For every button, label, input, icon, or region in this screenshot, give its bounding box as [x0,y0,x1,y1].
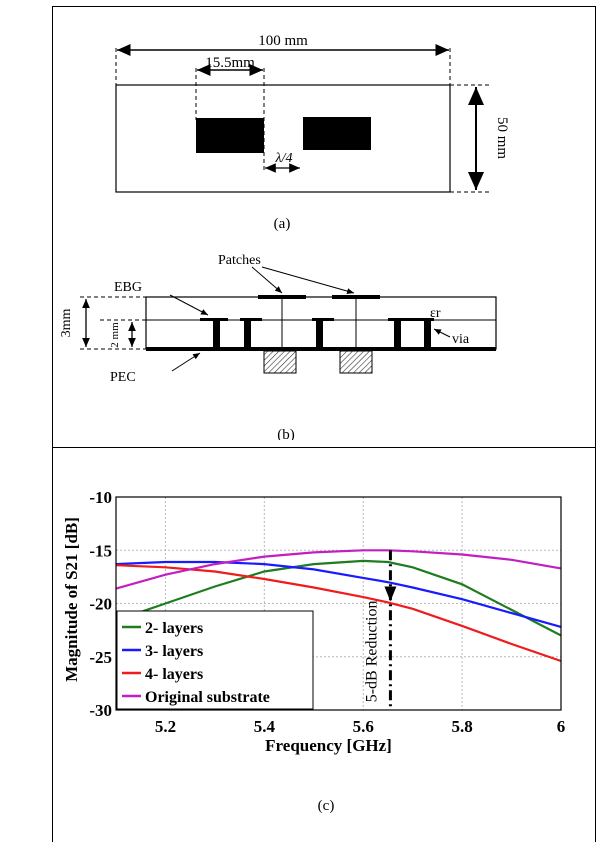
caption-a: (a) [273,216,291,232]
series-line-3 [115,564,562,663]
patches-label: Patches [218,253,261,268]
reduction-annotation: 5-dB Reduction [363,601,380,703]
legend-label-2: 3- layers [145,643,203,660]
s21-chart: 5.2 5.4 5.6 5.8 6 -10 -15 -20 -25 -30 Frequency [G… [62,488,566,755]
y-tick-label: -10 [89,488,112,507]
patch-right [303,117,371,150]
via-1 [213,321,220,349]
thickness-label: 3mm [59,309,74,338]
top-patch-2 [332,295,380,299]
via-3 [316,321,323,349]
figure-a-diagram: 100 mm 15.5mm 50 mm λ/4 [115,33,510,193]
connector-2 [339,350,373,374]
via-label: via [452,332,470,347]
y-tick-label: -25 [89,648,112,667]
x-tick-label: 5.4 [254,717,276,736]
caption-c: (c) [317,798,335,814]
y-tick-label: -30 [89,701,112,720]
y-tick-label: -15 [89,541,112,560]
x-axis-label: Frequency [GHz] [265,736,392,755]
series-line-1 [115,559,562,637]
inner-thickness-label: 2 mm [109,322,121,348]
legend-label-1: 2- layers [145,620,203,637]
x-tick-label: 5.6 [353,717,374,736]
legend-label-3: 4- layers [145,666,203,683]
caption-b: (b) [277,427,295,440]
legend-box [116,610,314,710]
pec-label: PEC [110,370,136,385]
width-label: 100 mm [258,33,308,49]
plot-area [115,496,562,711]
legend-label-4: Original substrate [145,689,270,706]
x-tick-label: 5.2 [155,717,176,736]
epsilon-label: εr [430,306,441,321]
gap-label: λ/4 [275,151,293,166]
series-line-4 [115,549,562,590]
reduction-arrow-head [384,586,397,602]
y-tick-label: -20 [89,595,112,614]
top-patch-1 [258,295,306,299]
via-5 [424,321,431,349]
height-label: 50 mm [494,117,510,159]
board-outline [115,84,451,193]
connector-1 [263,350,297,374]
x-tick-label: 5.8 [451,717,472,736]
y-axis-label: Magnitude of S21 [dB] [62,517,81,682]
series-line-2 [115,560,562,628]
via-2 [244,321,251,349]
panel-c [52,447,596,842]
x-tick-label: 6 [557,717,566,736]
ebg-label: EBG [114,280,142,295]
via-4 [394,321,401,349]
offset-label: 15.5mm [205,55,255,71]
figure-b-diagram: Patches EBG 3mm 2 mm εr via PEC [59,253,497,385]
patch-left [196,118,264,153]
